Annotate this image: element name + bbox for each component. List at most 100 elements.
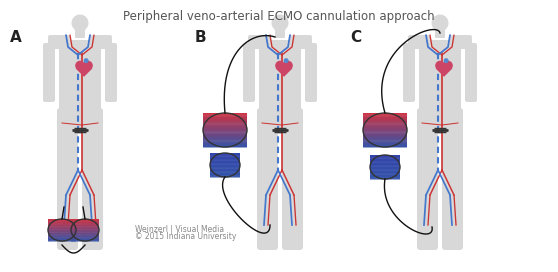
FancyBboxPatch shape xyxy=(370,165,400,167)
FancyBboxPatch shape xyxy=(210,160,240,162)
Circle shape xyxy=(83,61,93,70)
FancyBboxPatch shape xyxy=(203,125,247,127)
FancyBboxPatch shape xyxy=(210,157,240,158)
Circle shape xyxy=(283,58,288,63)
FancyBboxPatch shape xyxy=(305,43,317,102)
Text: C: C xyxy=(350,30,361,45)
FancyBboxPatch shape xyxy=(71,231,99,233)
FancyBboxPatch shape xyxy=(48,224,76,225)
FancyBboxPatch shape xyxy=(57,108,103,134)
FancyBboxPatch shape xyxy=(363,143,407,144)
FancyBboxPatch shape xyxy=(71,232,99,233)
FancyBboxPatch shape xyxy=(48,240,76,242)
FancyBboxPatch shape xyxy=(363,124,407,126)
FancyBboxPatch shape xyxy=(48,228,76,229)
FancyBboxPatch shape xyxy=(210,169,240,170)
FancyBboxPatch shape xyxy=(210,163,240,165)
FancyBboxPatch shape xyxy=(71,227,99,228)
FancyBboxPatch shape xyxy=(48,235,76,236)
FancyBboxPatch shape xyxy=(48,237,76,239)
FancyBboxPatch shape xyxy=(210,167,240,169)
FancyBboxPatch shape xyxy=(257,108,303,134)
FancyBboxPatch shape xyxy=(48,221,76,222)
FancyBboxPatch shape xyxy=(203,144,247,145)
FancyBboxPatch shape xyxy=(370,178,400,180)
FancyBboxPatch shape xyxy=(210,174,240,175)
FancyBboxPatch shape xyxy=(370,173,400,174)
FancyBboxPatch shape xyxy=(370,169,400,171)
Text: B: B xyxy=(195,30,206,45)
FancyBboxPatch shape xyxy=(71,239,99,240)
FancyBboxPatch shape xyxy=(370,156,400,157)
FancyBboxPatch shape xyxy=(48,230,76,231)
FancyBboxPatch shape xyxy=(48,220,76,221)
FancyBboxPatch shape xyxy=(259,40,301,116)
FancyBboxPatch shape xyxy=(370,165,400,166)
FancyBboxPatch shape xyxy=(417,124,438,250)
FancyBboxPatch shape xyxy=(203,139,247,141)
FancyBboxPatch shape xyxy=(90,35,112,49)
FancyBboxPatch shape xyxy=(71,220,99,221)
FancyBboxPatch shape xyxy=(71,235,99,236)
FancyBboxPatch shape xyxy=(210,166,240,168)
FancyBboxPatch shape xyxy=(71,234,99,236)
FancyBboxPatch shape xyxy=(203,133,247,135)
FancyBboxPatch shape xyxy=(370,174,400,175)
FancyBboxPatch shape xyxy=(48,238,76,239)
FancyBboxPatch shape xyxy=(203,128,247,129)
Polygon shape xyxy=(436,68,453,77)
FancyBboxPatch shape xyxy=(363,138,407,140)
FancyBboxPatch shape xyxy=(210,170,240,171)
FancyBboxPatch shape xyxy=(48,228,76,230)
FancyBboxPatch shape xyxy=(370,177,400,179)
FancyBboxPatch shape xyxy=(363,131,407,133)
FancyBboxPatch shape xyxy=(203,145,247,146)
FancyBboxPatch shape xyxy=(71,238,99,239)
FancyBboxPatch shape xyxy=(363,120,407,121)
FancyBboxPatch shape xyxy=(363,146,407,147)
FancyBboxPatch shape xyxy=(370,160,400,161)
FancyBboxPatch shape xyxy=(48,229,76,230)
FancyBboxPatch shape xyxy=(71,219,99,220)
FancyBboxPatch shape xyxy=(203,130,247,132)
FancyBboxPatch shape xyxy=(203,146,247,147)
FancyBboxPatch shape xyxy=(363,129,407,131)
FancyBboxPatch shape xyxy=(370,167,400,168)
FancyBboxPatch shape xyxy=(48,231,76,232)
FancyBboxPatch shape xyxy=(210,162,240,163)
FancyBboxPatch shape xyxy=(363,126,407,128)
FancyBboxPatch shape xyxy=(203,122,247,124)
FancyBboxPatch shape xyxy=(48,225,76,226)
FancyBboxPatch shape xyxy=(210,173,240,174)
FancyBboxPatch shape xyxy=(71,224,99,225)
FancyBboxPatch shape xyxy=(71,240,99,242)
FancyBboxPatch shape xyxy=(203,124,247,126)
Text: Peripheral veno-arterial ECMO cannulation approach: Peripheral veno-arterial ECMO cannulatio… xyxy=(123,10,435,23)
FancyBboxPatch shape xyxy=(370,169,400,170)
FancyBboxPatch shape xyxy=(363,136,407,137)
Polygon shape xyxy=(75,68,93,77)
FancyBboxPatch shape xyxy=(203,116,247,118)
FancyBboxPatch shape xyxy=(282,124,303,250)
FancyBboxPatch shape xyxy=(210,155,240,157)
Circle shape xyxy=(84,58,89,63)
FancyBboxPatch shape xyxy=(257,124,278,250)
Polygon shape xyxy=(276,68,292,77)
FancyBboxPatch shape xyxy=(48,236,76,237)
FancyBboxPatch shape xyxy=(48,35,70,49)
FancyBboxPatch shape xyxy=(71,221,99,222)
FancyBboxPatch shape xyxy=(370,161,400,163)
FancyBboxPatch shape xyxy=(71,226,99,228)
FancyBboxPatch shape xyxy=(48,231,76,233)
FancyBboxPatch shape xyxy=(363,145,407,146)
FancyBboxPatch shape xyxy=(442,124,463,250)
FancyBboxPatch shape xyxy=(370,160,400,162)
FancyBboxPatch shape xyxy=(435,28,445,38)
FancyBboxPatch shape xyxy=(203,135,247,136)
FancyBboxPatch shape xyxy=(363,135,407,136)
FancyBboxPatch shape xyxy=(370,155,400,156)
FancyBboxPatch shape xyxy=(48,233,76,234)
FancyBboxPatch shape xyxy=(210,163,240,164)
FancyBboxPatch shape xyxy=(203,118,247,119)
FancyBboxPatch shape xyxy=(363,125,407,127)
